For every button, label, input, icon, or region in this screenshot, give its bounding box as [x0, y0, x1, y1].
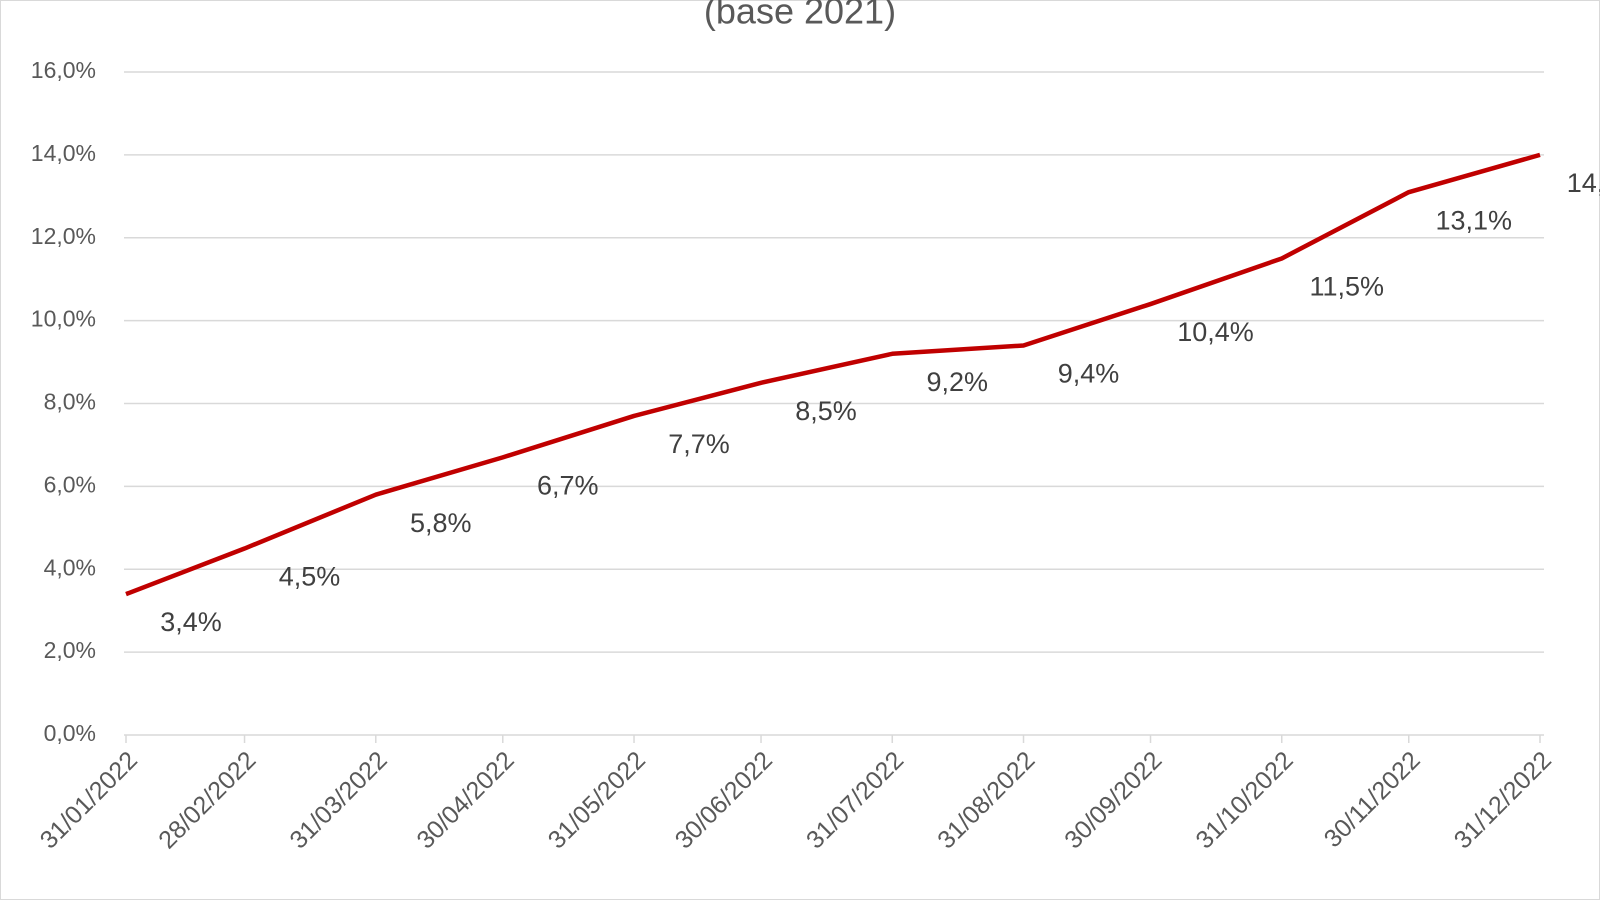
x-tick-label: 28/02/2022: [153, 746, 261, 854]
y-tick-label: 16,0%: [31, 57, 96, 83]
x-tick-label: 30/11/2022: [1319, 746, 1426, 853]
y-tick-label: 14,0%: [31, 140, 96, 166]
data-label: 6,7%: [537, 470, 599, 500]
x-tick-label: 30/09/2022: [1059, 746, 1167, 854]
x-tick-label: 31/08/2022: [932, 746, 1040, 854]
y-tick-label: 0,0%: [44, 720, 96, 746]
x-tick-label: 31/10/2022: [1190, 746, 1298, 854]
y-tick-label: 2,0%: [44, 637, 96, 663]
data-label: 14,0%: [1567, 168, 1600, 198]
data-label: 4,5%: [279, 562, 341, 592]
line: [125, 152, 1541, 597]
x-tick-label: 31/12/2022: [1449, 746, 1557, 854]
x-tick-label: 30/04/2022: [411, 746, 519, 854]
data-label: 3,4%: [160, 607, 222, 637]
y-tick-label: 8,0%: [44, 389, 96, 415]
data-label: 11,5%: [1309, 272, 1384, 302]
data-label: 5,8%: [410, 508, 472, 538]
x-tick-label: 31/01/2022: [35, 746, 143, 854]
chart-title: (base 2021): [704, 0, 896, 32]
data-label: 13,1%: [1435, 205, 1512, 235]
x-tick-label: 31/05/2022: [543, 746, 651, 854]
data-label: 9,4%: [1058, 359, 1120, 389]
data-label: 10,4%: [1177, 317, 1254, 347]
x-tick-label: 30/06/2022: [670, 746, 778, 854]
data-label: 7,7%: [668, 429, 730, 459]
y-tick-label: 12,0%: [31, 223, 96, 249]
x-tick-label: 31/03/2022: [284, 746, 392, 854]
data-label: 8,5%: [795, 396, 857, 426]
y-tick-label: 4,0%: [44, 554, 96, 580]
data-label: 9,2%: [926, 367, 988, 397]
x-tick-label: 31/07/2022: [801, 746, 909, 854]
y-tick-label: 6,0%: [44, 471, 96, 497]
y-tick-label: 10,0%: [31, 306, 96, 332]
